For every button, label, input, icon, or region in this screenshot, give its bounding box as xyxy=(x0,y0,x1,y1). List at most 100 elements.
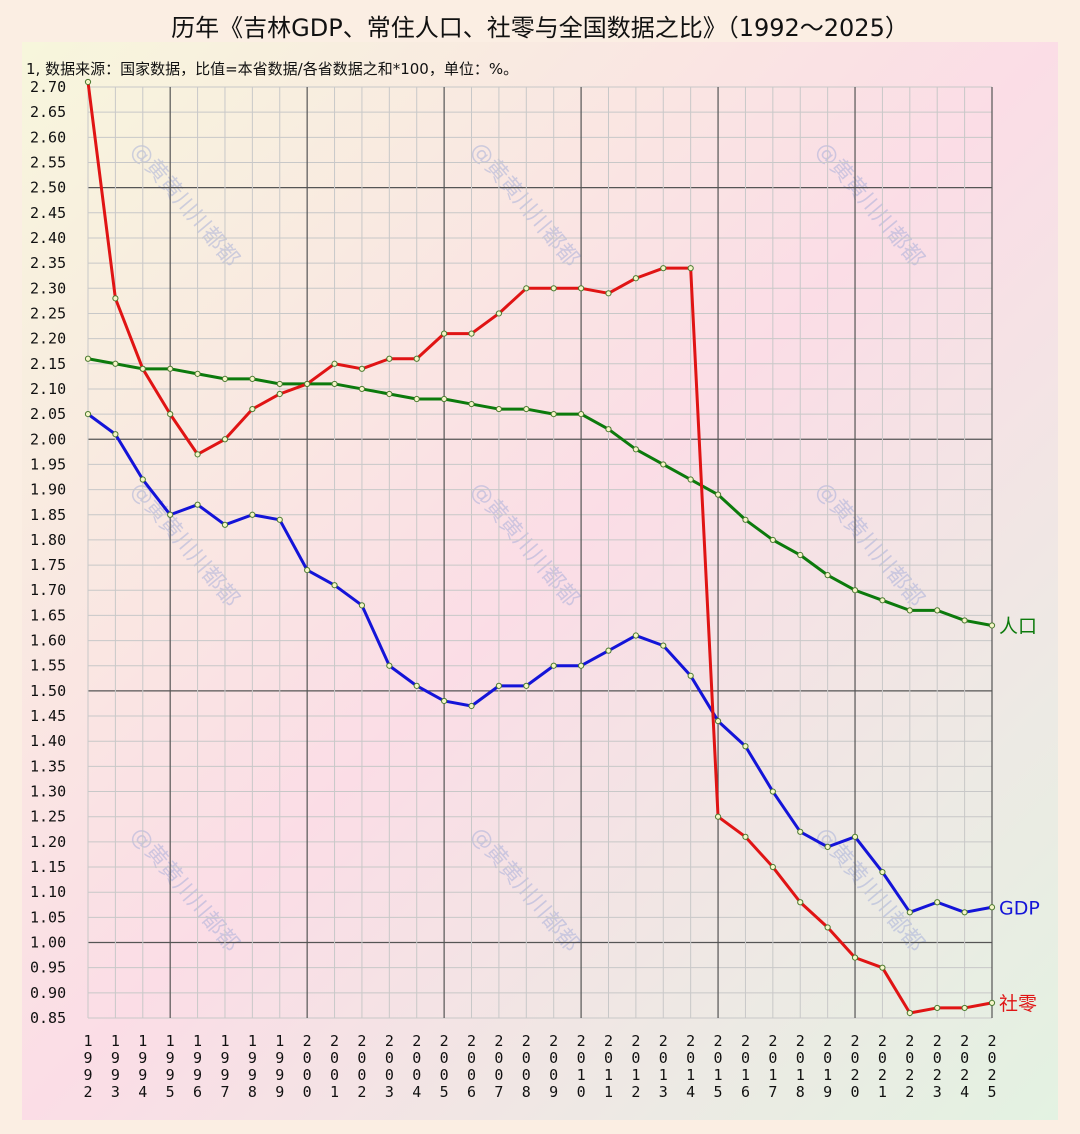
x-tick-digit: 0 xyxy=(686,1049,695,1067)
data-point xyxy=(84,411,92,418)
x-tick-digit: 1 xyxy=(796,1066,805,1084)
data-point xyxy=(988,999,996,1007)
y-tick-label: 2.55 xyxy=(30,153,66,171)
x-tick-digit: 1 xyxy=(686,1066,695,1084)
x-tick-digit: 0 xyxy=(933,1049,942,1067)
data-point xyxy=(550,411,557,418)
x-tick-digit: 2 xyxy=(631,1032,640,1050)
x-tick-digit: 0 xyxy=(768,1049,777,1067)
data-point xyxy=(879,868,886,876)
x-tick-digit: 2 xyxy=(686,1032,695,1050)
data-point xyxy=(167,411,174,418)
x-tick-digit: 4 xyxy=(138,1083,147,1101)
data-point xyxy=(523,285,530,292)
data-point xyxy=(605,647,612,654)
y-tick-label: 1.60 xyxy=(30,632,66,650)
data-point xyxy=(276,380,283,388)
data-point xyxy=(879,597,886,604)
x-tick-label: 2025 xyxy=(987,1032,996,1101)
x-tick-digit: 9 xyxy=(275,1083,284,1101)
data-point xyxy=(742,833,749,840)
y-tick-label: 1.55 xyxy=(30,657,66,675)
x-tick-digit: 5 xyxy=(440,1083,449,1101)
x-tick-digit: 9 xyxy=(248,1066,257,1084)
x-tick-digit: 0 xyxy=(631,1049,640,1067)
data-point xyxy=(249,405,256,413)
data-point xyxy=(934,607,941,614)
y-tick-label: 0.95 xyxy=(30,959,66,977)
x-tick-digit: 0 xyxy=(878,1049,887,1067)
data-point xyxy=(851,833,859,840)
x-tick-digit: 2 xyxy=(768,1032,777,1050)
data-point xyxy=(495,682,503,689)
x-tick-digit: 0 xyxy=(357,1049,366,1067)
x-tick-digit: 5 xyxy=(714,1083,723,1101)
x-tick-digit: 2 xyxy=(83,1083,92,1101)
x-tick-digit: 9 xyxy=(166,1049,175,1067)
x-tick-digit: 0 xyxy=(330,1066,339,1084)
x-tick-digit: 2 xyxy=(659,1032,668,1050)
x-tick-digit: 1 xyxy=(631,1066,640,1084)
y-tick-label: 2.50 xyxy=(30,179,66,197)
x-tick-digit: 2 xyxy=(440,1032,449,1050)
data-point xyxy=(84,355,92,362)
data-point xyxy=(742,516,749,523)
data-point xyxy=(906,909,913,916)
x-tick-digit: 6 xyxy=(467,1083,476,1101)
data-point xyxy=(824,572,831,579)
x-tick-digit: 1 xyxy=(768,1066,777,1084)
x-tick-digit: 4 xyxy=(960,1083,969,1101)
data-point xyxy=(276,516,283,523)
data-point xyxy=(221,521,229,528)
y-tick-label: 1.10 xyxy=(30,883,66,901)
x-tick-digit: 9 xyxy=(275,1066,284,1084)
y-tick-label: 1.80 xyxy=(30,531,66,549)
x-tick-digit: 2 xyxy=(878,1032,887,1050)
y-tick-label: 1.95 xyxy=(30,455,66,473)
x-tick-digit: 9 xyxy=(83,1066,92,1084)
data-point xyxy=(441,330,448,337)
x-tick-digit: 9 xyxy=(166,1066,175,1084)
y-axis-ticks: 2.70 2.65 2.60 2.55 2.50 2.45 2.40 2.35 2.30 2.25… xyxy=(30,78,66,1027)
x-tick-digit: 9 xyxy=(220,1066,229,1084)
x-tick-digit: 0 xyxy=(604,1049,613,1067)
x-tick-digit: 0 xyxy=(549,1066,558,1084)
x-tick-digit: 1 xyxy=(823,1066,832,1084)
y-tick-label: 0.85 xyxy=(30,1009,66,1027)
data-point xyxy=(331,360,338,367)
series-end-label: 社零 xyxy=(999,993,1037,1015)
data-point xyxy=(797,828,804,835)
x-tick-digit: 0 xyxy=(905,1049,914,1067)
y-tick-label: 1.05 xyxy=(30,908,66,926)
data-point xyxy=(687,476,694,483)
data-point xyxy=(660,461,667,468)
y-tick-label: 2.10 xyxy=(30,380,66,398)
data-point xyxy=(139,365,146,372)
x-tick-digit: 2 xyxy=(851,1032,860,1050)
x-tick-digit: 0 xyxy=(412,1066,421,1084)
x-tick-digit: 0 xyxy=(851,1049,860,1067)
x-tick-digit: 0 xyxy=(494,1066,503,1084)
y-tick-label: 2.30 xyxy=(30,279,66,297)
x-tick-digit: 6 xyxy=(741,1083,750,1101)
data-point xyxy=(167,511,174,518)
x-tick-digit: 3 xyxy=(385,1083,394,1101)
data-point xyxy=(879,964,886,971)
x-tick-digit: 1 xyxy=(659,1066,668,1084)
series-end-label: 人口 xyxy=(999,615,1037,637)
y-tick-label: 2.65 xyxy=(30,103,66,121)
y-tick-label: 2.20 xyxy=(30,330,66,348)
data-point xyxy=(249,511,256,518)
data-point xyxy=(988,904,996,911)
y-tick-label: 1.85 xyxy=(30,506,66,524)
x-tick-digit: 6 xyxy=(193,1083,202,1101)
data-point xyxy=(961,617,968,624)
x-tick-digit: 1 xyxy=(604,1066,613,1084)
x-tick-digit: 3 xyxy=(659,1083,668,1101)
